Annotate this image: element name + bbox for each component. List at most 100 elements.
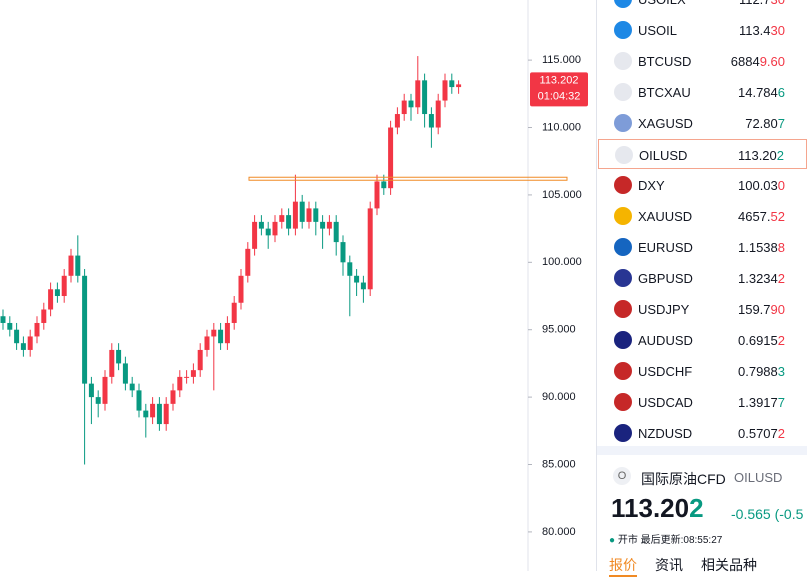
candle-body — [218, 329, 224, 344]
chart: 115.000 110.000 105.000 100.000 95.000 90.000… — [0, 0, 588, 571]
price-tail: 30 — [770, 23, 785, 38]
icon: O — [613, 467, 631, 485]
price-tail: 2 — [689, 493, 704, 523]
candle-body — [435, 100, 441, 128]
watchlist-row[interactable]: BTCXAU 14.7846 — [598, 77, 807, 107]
candle-body — [7, 322, 13, 330]
symbol: DXY — [638, 178, 665, 193]
y-tick-label: 105.000 — [542, 189, 582, 201]
symbol: USOILX — [638, 0, 686, 7]
symbol-icon — [614, 21, 632, 39]
watchlist-row[interactable]: USDCHF 0.79883 — [598, 356, 807, 386]
price-main: 113.4 — [738, 23, 771, 38]
watchlist-row[interactable]: NZDUSD 0.57072 — [598, 418, 807, 448]
candle-body — [415, 80, 421, 108]
candle-body — [286, 215, 292, 229]
watchlist-row[interactable]: USOIL 113.430 — [598, 15, 807, 45]
candle-body — [333, 221, 339, 243]
symbol-icon — [614, 393, 632, 411]
candle-body — [184, 376, 190, 378]
symbol-icon — [614, 83, 632, 101]
name: 国际原油CFD — [641, 471, 726, 487]
price-main: 1.3917 — [738, 395, 778, 410]
symbol: AUDUSD — [638, 333, 693, 348]
candle-body — [272, 221, 278, 236]
candle-body — [326, 221, 332, 229]
change-pct: (-0.5 — [774, 506, 804, 522]
horizontal-level — [248, 176, 568, 181]
price-main: 0.7988 — [738, 364, 778, 379]
symbol: USDCAD — [638, 395, 693, 410]
watchlist-row[interactable]: GBPUSD 1.32342 — [598, 263, 807, 293]
symbol-icon — [614, 52, 632, 70]
candle-body — [354, 275, 360, 283]
change-value: -0.565 — [731, 506, 771, 522]
price-main: 6884 — [730, 54, 760, 69]
y-tick-label: 85.000 — [542, 458, 576, 470]
watchlist-row[interactable]: OILUSD 113.202 — [598, 139, 807, 169]
candle-body — [360, 282, 366, 290]
candle-body — [252, 221, 258, 249]
candle-body — [136, 390, 142, 411]
status: ● 开市 最后更新:08:55:27 — [609, 535, 723, 546]
candle-body — [143, 410, 149, 418]
watchlist-row[interactable]: BTCUSD 68849.60 — [598, 46, 807, 76]
candle-body — [61, 275, 67, 297]
tab[interactable]: 资讯 — [655, 557, 683, 573]
countdown: 01:04:32 — [538, 90, 581, 102]
symbol: NZDUSD — [638, 426, 693, 441]
watchlist-row[interactable]: XAUUSD 4657.52 — [598, 201, 807, 231]
watchlist-row[interactable]: USOILX 112.730 — [598, 0, 807, 14]
y-tick-label: 80.000 — [542, 526, 576, 538]
watchlist-row[interactable]: DXY 100.030 — [598, 170, 807, 200]
candle-body — [265, 228, 271, 236]
candle-body — [347, 262, 353, 276]
symbol-icon — [615, 146, 633, 164]
price-main: 1.1538 — [738, 240, 778, 255]
price-tail: 9.60 — [759, 54, 785, 69]
updated: 最后更新:08:55:27 — [640, 535, 723, 546]
price: 0.69152 — [738, 333, 785, 348]
price-main: 14.784 — [738, 85, 778, 100]
tab[interactable]: 相关品种 — [701, 557, 757, 573]
symbol-icon — [614, 0, 632, 8]
symbol-icon — [614, 331, 632, 349]
candle-body — [224, 322, 230, 344]
candle-body — [129, 383, 135, 391]
candle-body — [408, 100, 414, 108]
candle-body — [456, 84, 462, 88]
candle-body — [238, 275, 244, 303]
tab[interactable]: 报价 — [609, 555, 637, 577]
candle-body — [245, 248, 251, 276]
candle-body — [163, 403, 169, 425]
watchlist-row[interactable]: USDCAD 1.39177 — [598, 387, 807, 417]
symbol-icon — [614, 300, 632, 318]
candle-body — [231, 302, 237, 323]
price: 159.790 — [738, 302, 785, 317]
price: 0.79883 — [738, 364, 785, 379]
symbol: BTCUSD — [638, 54, 692, 69]
candle-body — [20, 343, 26, 350]
y-tick-label: 115.000 — [542, 54, 581, 66]
watchlist-row[interactable]: AUDUSD 0.69152 — [598, 325, 807, 355]
price-main: 72.80 — [745, 116, 778, 131]
price-main: 0.6915 — [738, 333, 778, 348]
candle-body — [34, 322, 40, 337]
candle-body — [75, 255, 81, 276]
candle-body — [374, 181, 380, 209]
watchlist-row[interactable]: XAGUSD 72.807 — [598, 108, 807, 138]
price-tail: 30 — [771, 0, 785, 7]
candle-body — [204, 336, 210, 350]
symbol: USDJPY — [638, 302, 690, 317]
watchlist-row[interactable]: EURUSD 1.15388 — [598, 232, 807, 262]
price-tail: 8 — [777, 240, 785, 255]
symbol: EURUSD — [638, 240, 693, 255]
watchlist-row[interactable]: USDJPY 159.790 — [598, 294, 807, 324]
candle-body — [381, 181, 387, 189]
price-label-box — [530, 72, 588, 107]
price: 113.430 — [739, 23, 785, 38]
status-text: 开市 — [617, 535, 638, 546]
price: 100.030 — [738, 178, 785, 193]
price-main: 1.3234 — [738, 271, 778, 286]
